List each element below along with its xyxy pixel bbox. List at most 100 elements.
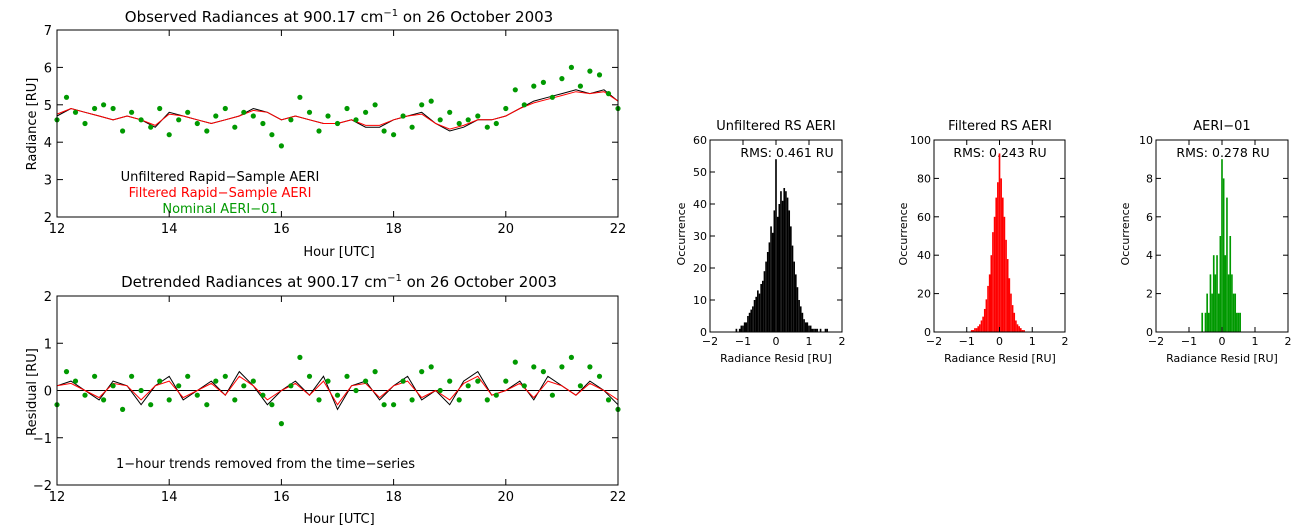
histogram-bar xyxy=(1232,293,1235,332)
histogram-bar xyxy=(783,188,786,332)
x-axis-label: Hour [UTC] xyxy=(303,512,374,527)
y-tick-label: 7 xyxy=(44,24,52,39)
y-tick-label: 3 xyxy=(44,174,52,189)
data-point xyxy=(72,109,79,115)
data-point xyxy=(503,378,509,384)
data-point xyxy=(400,113,406,119)
histogram-bar xyxy=(1019,328,1022,332)
y-tick-label: 40 xyxy=(917,249,931,262)
data-point xyxy=(194,120,200,127)
histogram-bar xyxy=(977,326,980,332)
data-point xyxy=(353,387,359,394)
histogram-bar xyxy=(781,200,784,332)
y-tick-label: 0 xyxy=(924,326,931,339)
data-point xyxy=(297,94,303,100)
histogram-bar xyxy=(1221,159,1223,332)
data-point xyxy=(82,120,88,127)
data-point xyxy=(465,117,471,123)
data-point xyxy=(110,383,116,389)
histogram-bar xyxy=(785,191,787,332)
y-tick-label: −1 xyxy=(33,432,52,447)
histogram-bar xyxy=(1013,312,1016,332)
y-tick-label: 30 xyxy=(693,230,707,243)
data-point xyxy=(325,113,331,119)
data-point xyxy=(63,94,70,100)
data-point xyxy=(363,109,369,115)
data-point xyxy=(213,113,219,119)
y-tick-label: 60 xyxy=(917,211,931,224)
histogram-bar xyxy=(773,210,776,332)
histogram-bar xyxy=(790,226,792,332)
x-tick-label: 18 xyxy=(385,222,402,237)
histogram-bar xyxy=(995,197,998,332)
histogram-bar xyxy=(806,322,809,332)
x-tick-label: 16 xyxy=(273,490,290,505)
histogram-bar xyxy=(1207,312,1210,332)
histogram-bar xyxy=(826,328,828,332)
histogram-bar xyxy=(979,324,981,332)
x-tick-label: 12 xyxy=(49,490,66,505)
histogram-bar xyxy=(974,328,976,332)
data-point xyxy=(92,373,98,379)
histogram-bar xyxy=(793,261,795,332)
histogram-bar xyxy=(775,159,777,332)
histogram-bar xyxy=(985,299,988,332)
y-axis-label: Occurrence xyxy=(897,202,910,265)
data-point xyxy=(475,378,481,384)
y-tick-label: 2 xyxy=(44,211,52,226)
data-point xyxy=(540,79,547,85)
data-point xyxy=(512,87,518,93)
data-point xyxy=(465,383,471,389)
data-point xyxy=(166,397,172,403)
data-point xyxy=(372,369,378,375)
histogram-bar xyxy=(997,182,999,332)
filtered-histogram: Filtered RS AERI RMS: 0.243 RU Radiance … xyxy=(897,119,1069,365)
data-point xyxy=(157,378,163,384)
histogram-bar xyxy=(1008,278,1011,332)
y-tick-label: 2 xyxy=(1146,288,1153,301)
histogram-bar xyxy=(738,328,741,332)
y-tick-label: 4 xyxy=(44,136,52,151)
plot-frame xyxy=(56,29,619,218)
histogram-bar xyxy=(813,328,815,332)
histogram-bar xyxy=(1015,320,1017,332)
data-point xyxy=(185,109,191,115)
histogram-bar xyxy=(753,300,756,332)
x-tick-label: 14 xyxy=(161,490,178,505)
data-point xyxy=(400,378,406,384)
data-point xyxy=(269,132,275,138)
histogram-bar xyxy=(1217,293,1220,332)
y-axis-label: Residual [RU] xyxy=(25,348,40,436)
x-tick-label: 20 xyxy=(498,490,515,505)
x-axis-label: Radiance Resid [RU] xyxy=(720,352,832,365)
data-point xyxy=(559,76,565,82)
histogram-bar xyxy=(1204,312,1207,332)
y-tick-label: 10 xyxy=(693,294,707,307)
y-tick-label: 1 xyxy=(44,337,52,352)
data-point xyxy=(166,132,172,138)
histogram-bar xyxy=(768,242,771,332)
y-tick-label: 4 xyxy=(1146,249,1153,262)
data-point xyxy=(72,378,79,384)
rms-annotation: RMS: 0.243 RU xyxy=(953,145,1046,160)
histogram-bar xyxy=(1231,274,1233,332)
y-tick-label: 0 xyxy=(700,326,707,339)
histogram-bar xyxy=(1001,197,1004,332)
legend-entry-unfiltered: Unfiltered Rapid−Sample AERI xyxy=(121,170,320,185)
histogram-bar xyxy=(760,284,762,332)
histogram-bar xyxy=(975,328,978,332)
data-point xyxy=(419,102,425,108)
data-point xyxy=(92,105,98,112)
data-point xyxy=(596,373,603,379)
histogram-bar xyxy=(791,245,794,332)
histogram-bar xyxy=(799,306,802,332)
aeri01-histogram: AERI−01 RMS: 0.278 RU Radiance Resid [RU… xyxy=(1119,119,1292,365)
histogram-bar xyxy=(1239,312,1241,332)
data-point xyxy=(540,369,547,375)
data-point xyxy=(596,72,603,78)
x-axis-label: Radiance Resid [RU] xyxy=(1166,352,1278,365)
y-tick-label: 80 xyxy=(917,172,931,185)
y-tick-label: 6 xyxy=(44,61,52,76)
data-point xyxy=(372,102,378,108)
data-point xyxy=(549,392,556,398)
